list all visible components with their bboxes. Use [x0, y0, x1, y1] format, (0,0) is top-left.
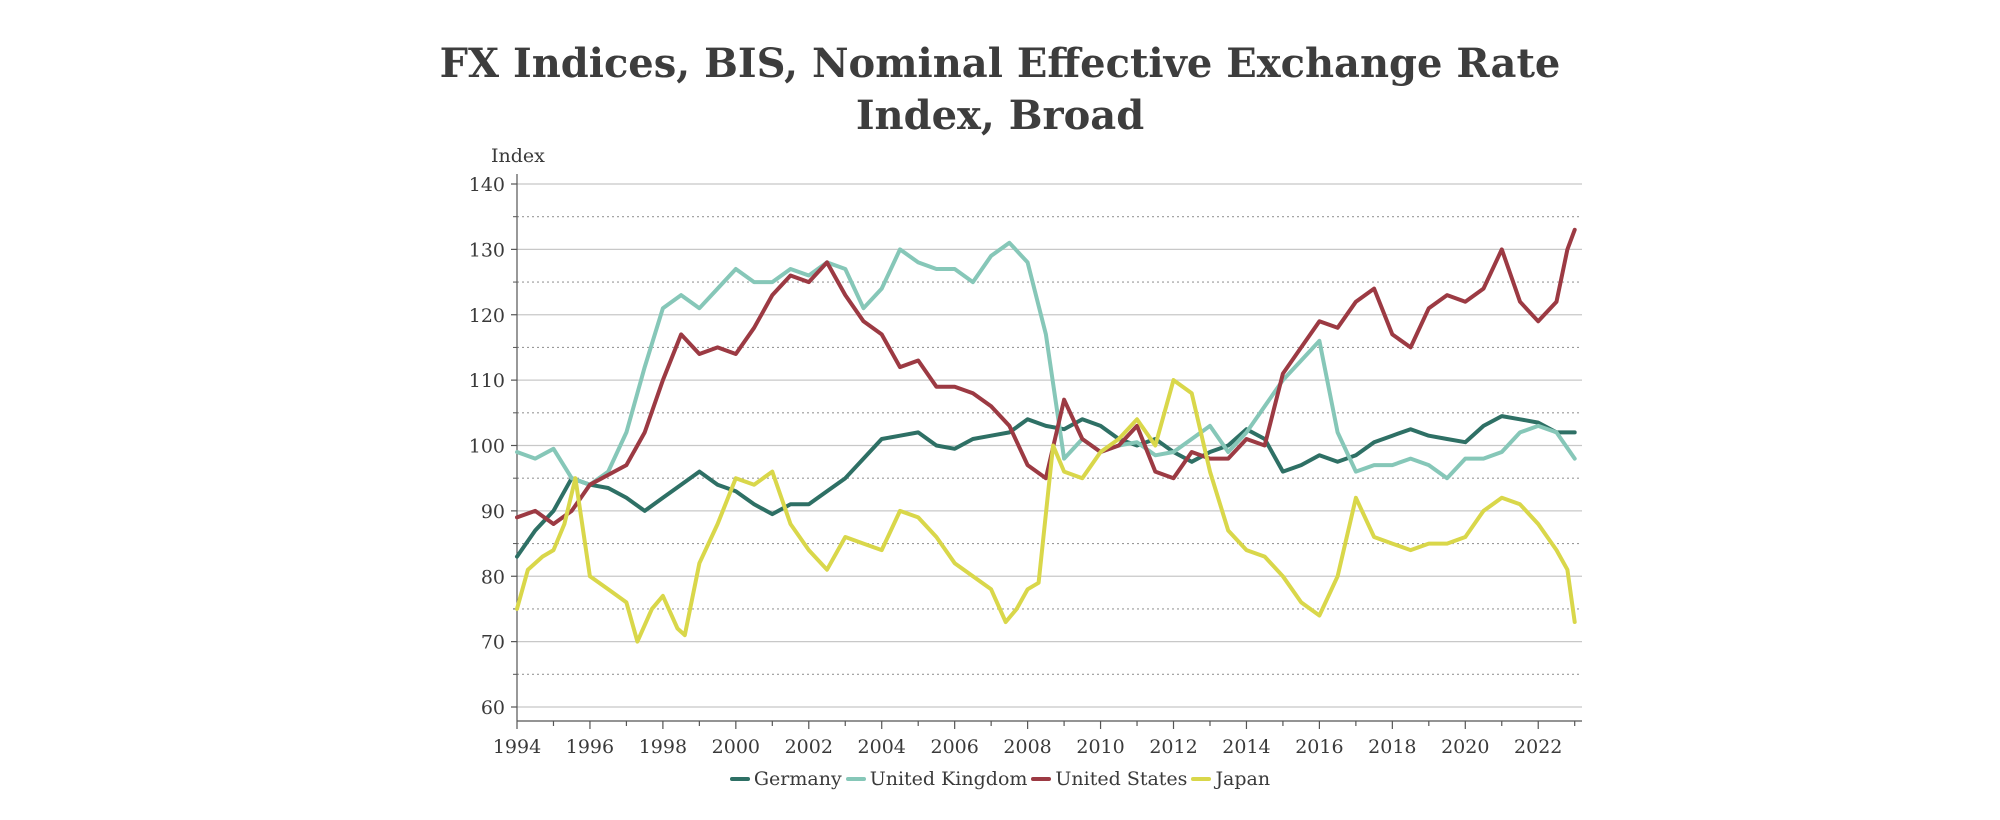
series-layer	[515, 227, 1577, 644]
x-tick-label: 2006	[930, 736, 978, 758]
x-tick-label: 2012	[1149, 736, 1197, 758]
y-axis-label: Index	[491, 145, 545, 167]
x-tick-label: 2008	[1003, 736, 1051, 758]
y-tick-label: 110	[469, 370, 505, 392]
x-tick-label: 2002	[785, 736, 833, 758]
x-tick-label: 1994	[493, 736, 541, 758]
x-tick-label: 2010	[1076, 736, 1124, 758]
series-line-united-states	[515, 227, 1577, 526]
x-tick-label: 1998	[639, 736, 687, 758]
x-tick-label: 2004	[858, 736, 906, 758]
x-tick-label: 1996	[566, 736, 614, 758]
chart-title: FX Indices, BIS, Nominal Effective Excha…	[0, 38, 2000, 142]
legend-swatch	[1191, 777, 1212, 781]
series-line-united-kingdom	[515, 240, 1577, 487]
legend-item: United Kingdom	[845, 768, 1028, 790]
y-tick-label: 80	[481, 566, 505, 588]
legend-item: United States	[1031, 768, 1187, 790]
legend-swatch	[729, 777, 750, 781]
legend-label: United Kingdom	[869, 768, 1028, 790]
y-tick-label: 90	[481, 501, 505, 523]
chart-title-line-1: FX Indices, BIS, Nominal Effective Excha…	[439, 40, 1561, 139]
x-tick-label: 2022	[1514, 736, 1562, 758]
axis-layer: 60 70 80 90 100 110 120 130 140 Index 1994 1996 1998…	[469, 145, 1582, 758]
legend-swatch	[1031, 777, 1052, 781]
legend-label: Japan	[1215, 768, 1271, 790]
legend-label: Germany	[753, 768, 842, 790]
x-tick-label: 2020	[1441, 736, 1489, 758]
y-tick-label: 100	[469, 436, 505, 458]
legend-swatch	[845, 777, 866, 781]
y-tick-label: 70	[481, 632, 505, 654]
legend-item: Japan	[1191, 768, 1270, 790]
x-tick-label: 2018	[1368, 736, 1416, 758]
series-line-japan	[515, 378, 1577, 644]
y-tick-label: 130	[469, 239, 505, 261]
y-tick-label: 120	[469, 305, 505, 327]
series-line-germany	[515, 414, 1577, 559]
y-tick-label: 60	[481, 697, 505, 719]
y-tick-label: 140	[469, 174, 505, 196]
legend-item: Germany	[729, 768, 842, 790]
x-tick-label: 2000	[712, 736, 760, 758]
x-tick-label: 2014	[1222, 736, 1270, 758]
grid-layer	[517, 183, 1582, 708]
legend-label: United States	[1055, 768, 1188, 790]
x-tick-label: 2016	[1295, 736, 1343, 758]
legend: Germany United Kingdom United States Japan	[0, 768, 2000, 790]
